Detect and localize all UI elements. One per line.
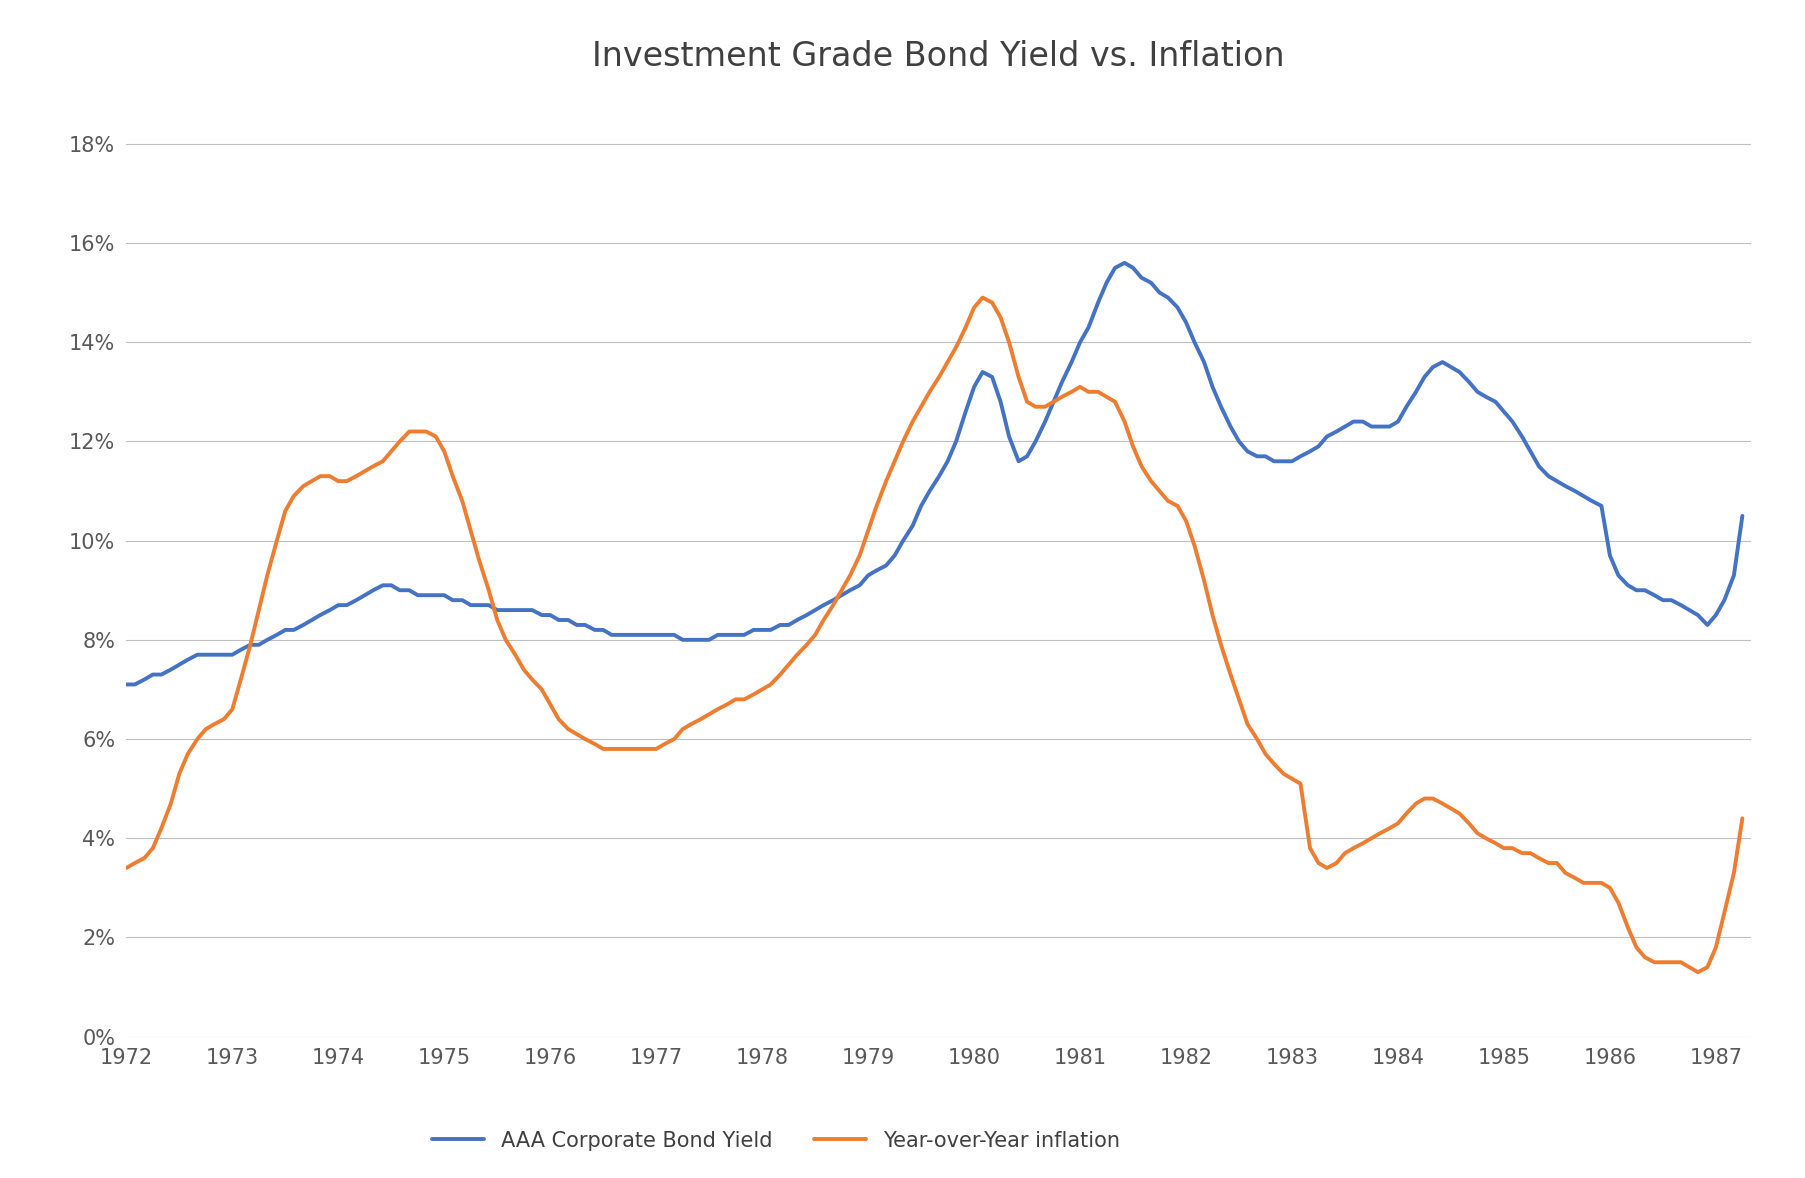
Year-over-Year inflation [1731, 812, 1753, 826]
AAA Corporate Bond Yield [1713, 593, 1735, 607]
Line: AAA Corporate Bond Yield: AAA Corporate Bond Yield [126, 263, 1742, 684]
Year-over-Year inflation [1724, 866, 1745, 880]
Year-over-Year inflation [857, 524, 879, 538]
Line: Year-over-Year inflation: Year-over-Year inflation [126, 298, 1742, 972]
Title: Investment Grade Bond Yield vs. Inflation: Investment Grade Bond Yield vs. Inflatio… [592, 40, 1285, 73]
Year-over-Year inflation [116, 861, 137, 875]
AAA Corporate Bond Yield [1697, 618, 1718, 633]
Year-over-Year inflation [134, 851, 155, 865]
Year-over-Year inflation [1706, 940, 1727, 954]
Year-over-Year inflation [664, 732, 686, 746]
AAA Corporate Bond Yield [1731, 509, 1753, 523]
Year-over-Year inflation [971, 291, 993, 305]
AAA Corporate Bond Yield [1114, 256, 1135, 270]
AAA Corporate Bond Yield [664, 628, 686, 642]
AAA Corporate Bond Yield [134, 673, 155, 687]
Year-over-Year inflation [1688, 965, 1709, 979]
AAA Corporate Bond Yield [857, 568, 879, 582]
Legend: AAA Corporate Bond Yield, Year-over-Year inflation: AAA Corporate Bond Yield, Year-over-Year… [424, 1123, 1128, 1159]
AAA Corporate Bond Yield [116, 677, 137, 691]
AAA Corporate Bond Yield [744, 623, 765, 637]
Year-over-Year inflation [744, 687, 765, 701]
